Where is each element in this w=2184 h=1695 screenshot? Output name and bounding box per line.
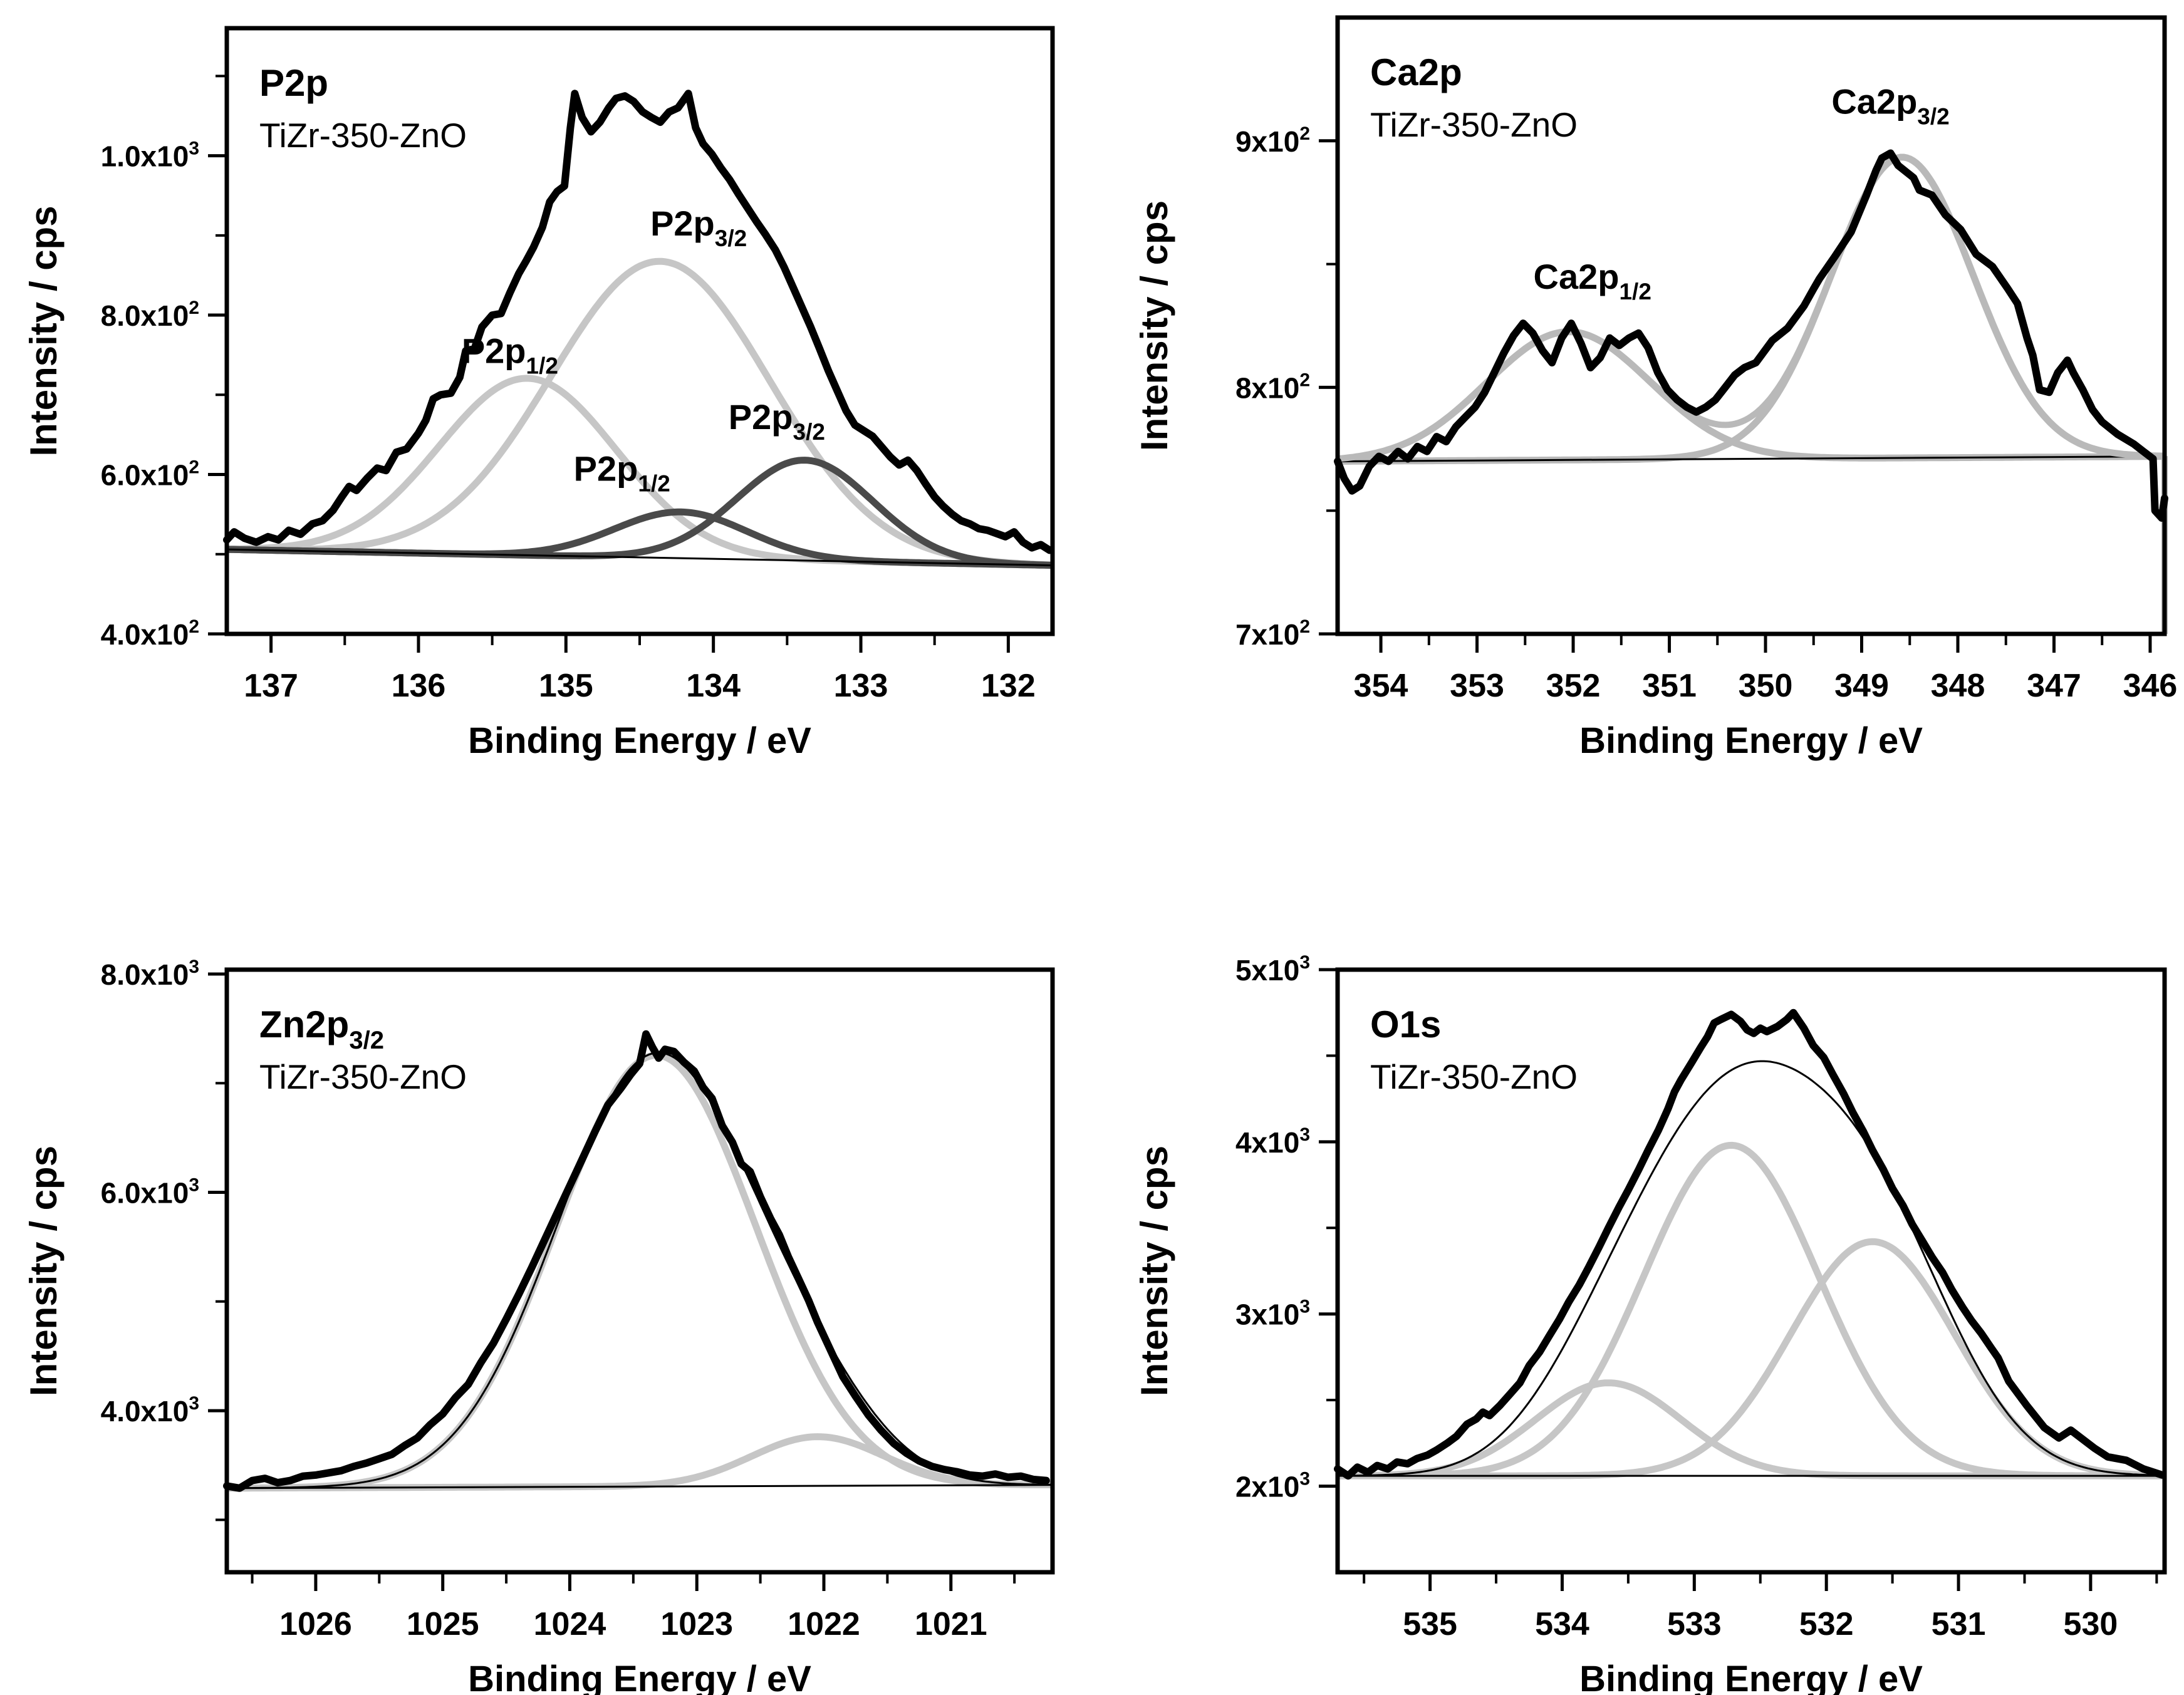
peak-label-P2p1/2-light: P2p1/2 xyxy=(462,331,558,378)
y-tick-label: 8x102 xyxy=(1235,370,1310,404)
x-tick-label: 352 xyxy=(1546,668,1601,704)
peak-label-P2p1/2-dark: P2p1/2 xyxy=(574,449,670,497)
spectrum-o1s: 535 534 533 532 531 530 5x103 4x103 3x103 2x103 Bi… xyxy=(1133,952,2167,1695)
x-tick-label: 531 xyxy=(1932,1606,1986,1642)
x-tick-label: 351 xyxy=(1642,668,1697,704)
y-tick-label: 5x103 xyxy=(1235,952,1310,987)
y-tick-label: 4.0x103 xyxy=(101,1393,199,1428)
x-tick-label: 535 xyxy=(1403,1606,1457,1642)
x-tick-label: 353 xyxy=(1450,668,1504,704)
x-tick-label: 132 xyxy=(981,668,1036,704)
baseline xyxy=(226,548,1053,567)
x-tick-label: 133 xyxy=(834,668,888,704)
x-axis-title: Binding Energy / eV xyxy=(468,720,811,761)
y-tick-label: 6.0x103 xyxy=(101,1175,199,1210)
fit-curve xyxy=(1337,154,2165,462)
envelope-curve xyxy=(1334,149,2168,522)
y-tick-label: 8.0x103 xyxy=(101,956,199,991)
x-tick-label: 1021 xyxy=(915,1606,987,1642)
x-tick-label: 347 xyxy=(2027,668,2081,704)
panel-title: Ca2p xyxy=(1370,51,1462,93)
y-tick-label: 2x103 xyxy=(1235,1469,1310,1503)
y-tick-label: 4x103 xyxy=(1235,1124,1310,1159)
peak-label-Ca2p3/2: Ca2p3/2 xyxy=(1831,82,1949,130)
x-tick-label: 1022 xyxy=(788,1606,860,1642)
x-tick-label: 136 xyxy=(392,668,446,704)
y-axis-title: Intensity / cps xyxy=(23,205,65,456)
envelope-curve xyxy=(223,90,1054,554)
panel-o1s: 535 534 533 532 531 530 5x103 4x103 3x103 2x103 Bi… xyxy=(1092,848,2184,1695)
envelope-curve xyxy=(223,1030,1050,1492)
component-curve-O1s-low-BE xyxy=(1338,1238,2165,1480)
panel-zn2p32: 1026 1025 1024 1023 1022 1021 8.0x103 6.0x103 4.… xyxy=(0,848,1092,1695)
y-tick-label: 8.0x102 xyxy=(101,298,199,332)
x-tick-label: 533 xyxy=(1667,1606,1722,1642)
peak-label-P2p3/2-dark: P2p3/2 xyxy=(729,397,825,445)
y-tick-label: 9x102 xyxy=(1235,123,1310,158)
plot-box xyxy=(1335,967,2167,1575)
plot-box xyxy=(224,967,1055,1575)
sample-name: TiZr-350-ZnO xyxy=(1370,105,1578,144)
x-tick-label: 137 xyxy=(244,668,298,704)
x-tick-label: 134 xyxy=(686,668,741,704)
x-tick-label: 348 xyxy=(1931,668,1985,704)
y-tick-label: 7x102 xyxy=(1235,616,1310,651)
x-tick-label: 1023 xyxy=(660,1606,733,1642)
x-tick-label: 135 xyxy=(539,668,593,704)
plot-box xyxy=(1335,15,2167,636)
y-tick-label: 1.0x103 xyxy=(101,138,199,173)
component-curve-Zn2p3/2-main xyxy=(226,1052,1053,1492)
peak-label-P2p3/2-light: P2p3/2 xyxy=(650,204,747,251)
x-axis-title: Binding Energy / eV xyxy=(468,1659,811,1695)
x-tick-label: 534 xyxy=(1535,1606,1589,1642)
x-axis-title: Binding Energy / eV xyxy=(1579,720,1923,761)
baseline xyxy=(1337,455,2165,462)
peak-label-Ca2p1/2: Ca2p1/2 xyxy=(1534,257,1651,304)
component-curve-P2p3/2-light xyxy=(227,257,1053,569)
fit-curve xyxy=(226,1051,1053,1490)
panel-p2p: 137 136 135 134 133 132 1.0x103 8.0x102 6.0x102 4… xyxy=(0,0,1092,848)
x-tick-label: 346 xyxy=(2123,668,2178,704)
spectrum-p2p: 137 136 135 134 133 132 1.0x103 8.0x102 6.0x102 4… xyxy=(23,26,1055,761)
y-axis-title: Intensity / cps xyxy=(1133,1146,1175,1396)
envelope-curve xyxy=(1334,1008,2166,1480)
fit-curve xyxy=(1338,1060,2165,1477)
y-tick-label: 6.0x102 xyxy=(101,457,199,492)
x-tick-label: 1026 xyxy=(279,1606,352,1642)
x-tick-label: 530 xyxy=(2064,1606,2118,1642)
x-axis-title: Binding Energy / eV xyxy=(1579,1659,1923,1695)
sample-name: TiZr-350-ZnO xyxy=(259,116,467,155)
y-tick-label: 4.0x102 xyxy=(101,616,199,651)
component-curve-O1s-mid-BE xyxy=(1338,1141,2165,1480)
baseline xyxy=(226,1484,1053,1490)
x-tick-label: 350 xyxy=(1739,668,1793,704)
spectrum-zn2p32: 1026 1025 1024 1023 1022 1021 8.0x103 6.0x103 4.… xyxy=(23,956,1055,1695)
y-axis-title: Intensity / cps xyxy=(1133,200,1175,451)
y-tick-label: 3x103 xyxy=(1235,1297,1310,1331)
x-tick-label: 349 xyxy=(1834,668,1889,704)
component-curve-Ca2p1/2 xyxy=(1337,328,2165,463)
x-tick-label: 532 xyxy=(1799,1606,1854,1642)
spectrum-ca2p: 354 353 352 351 350 349 348 347 346 9x102 8x102 7x1… xyxy=(1133,15,2178,761)
y-axis-title: Intensity / cps xyxy=(23,1146,65,1396)
panel-title: Zn2p3/2 xyxy=(259,1003,384,1054)
panel-title: O1s xyxy=(1370,1003,1441,1045)
x-tick-label: 1025 xyxy=(407,1606,479,1642)
x-tick-label: 354 xyxy=(1354,668,1408,704)
panel-title: P2p xyxy=(259,62,328,104)
sample-name: TiZr-350-ZnO xyxy=(259,1057,467,1096)
x-tick-label: 1024 xyxy=(534,1606,606,1642)
panel-ca2p: 354 353 352 351 350 349 348 347 346 9x102 8x102 7x1… xyxy=(1092,0,2184,848)
sample-name: TiZr-350-ZnO xyxy=(1370,1057,1578,1096)
